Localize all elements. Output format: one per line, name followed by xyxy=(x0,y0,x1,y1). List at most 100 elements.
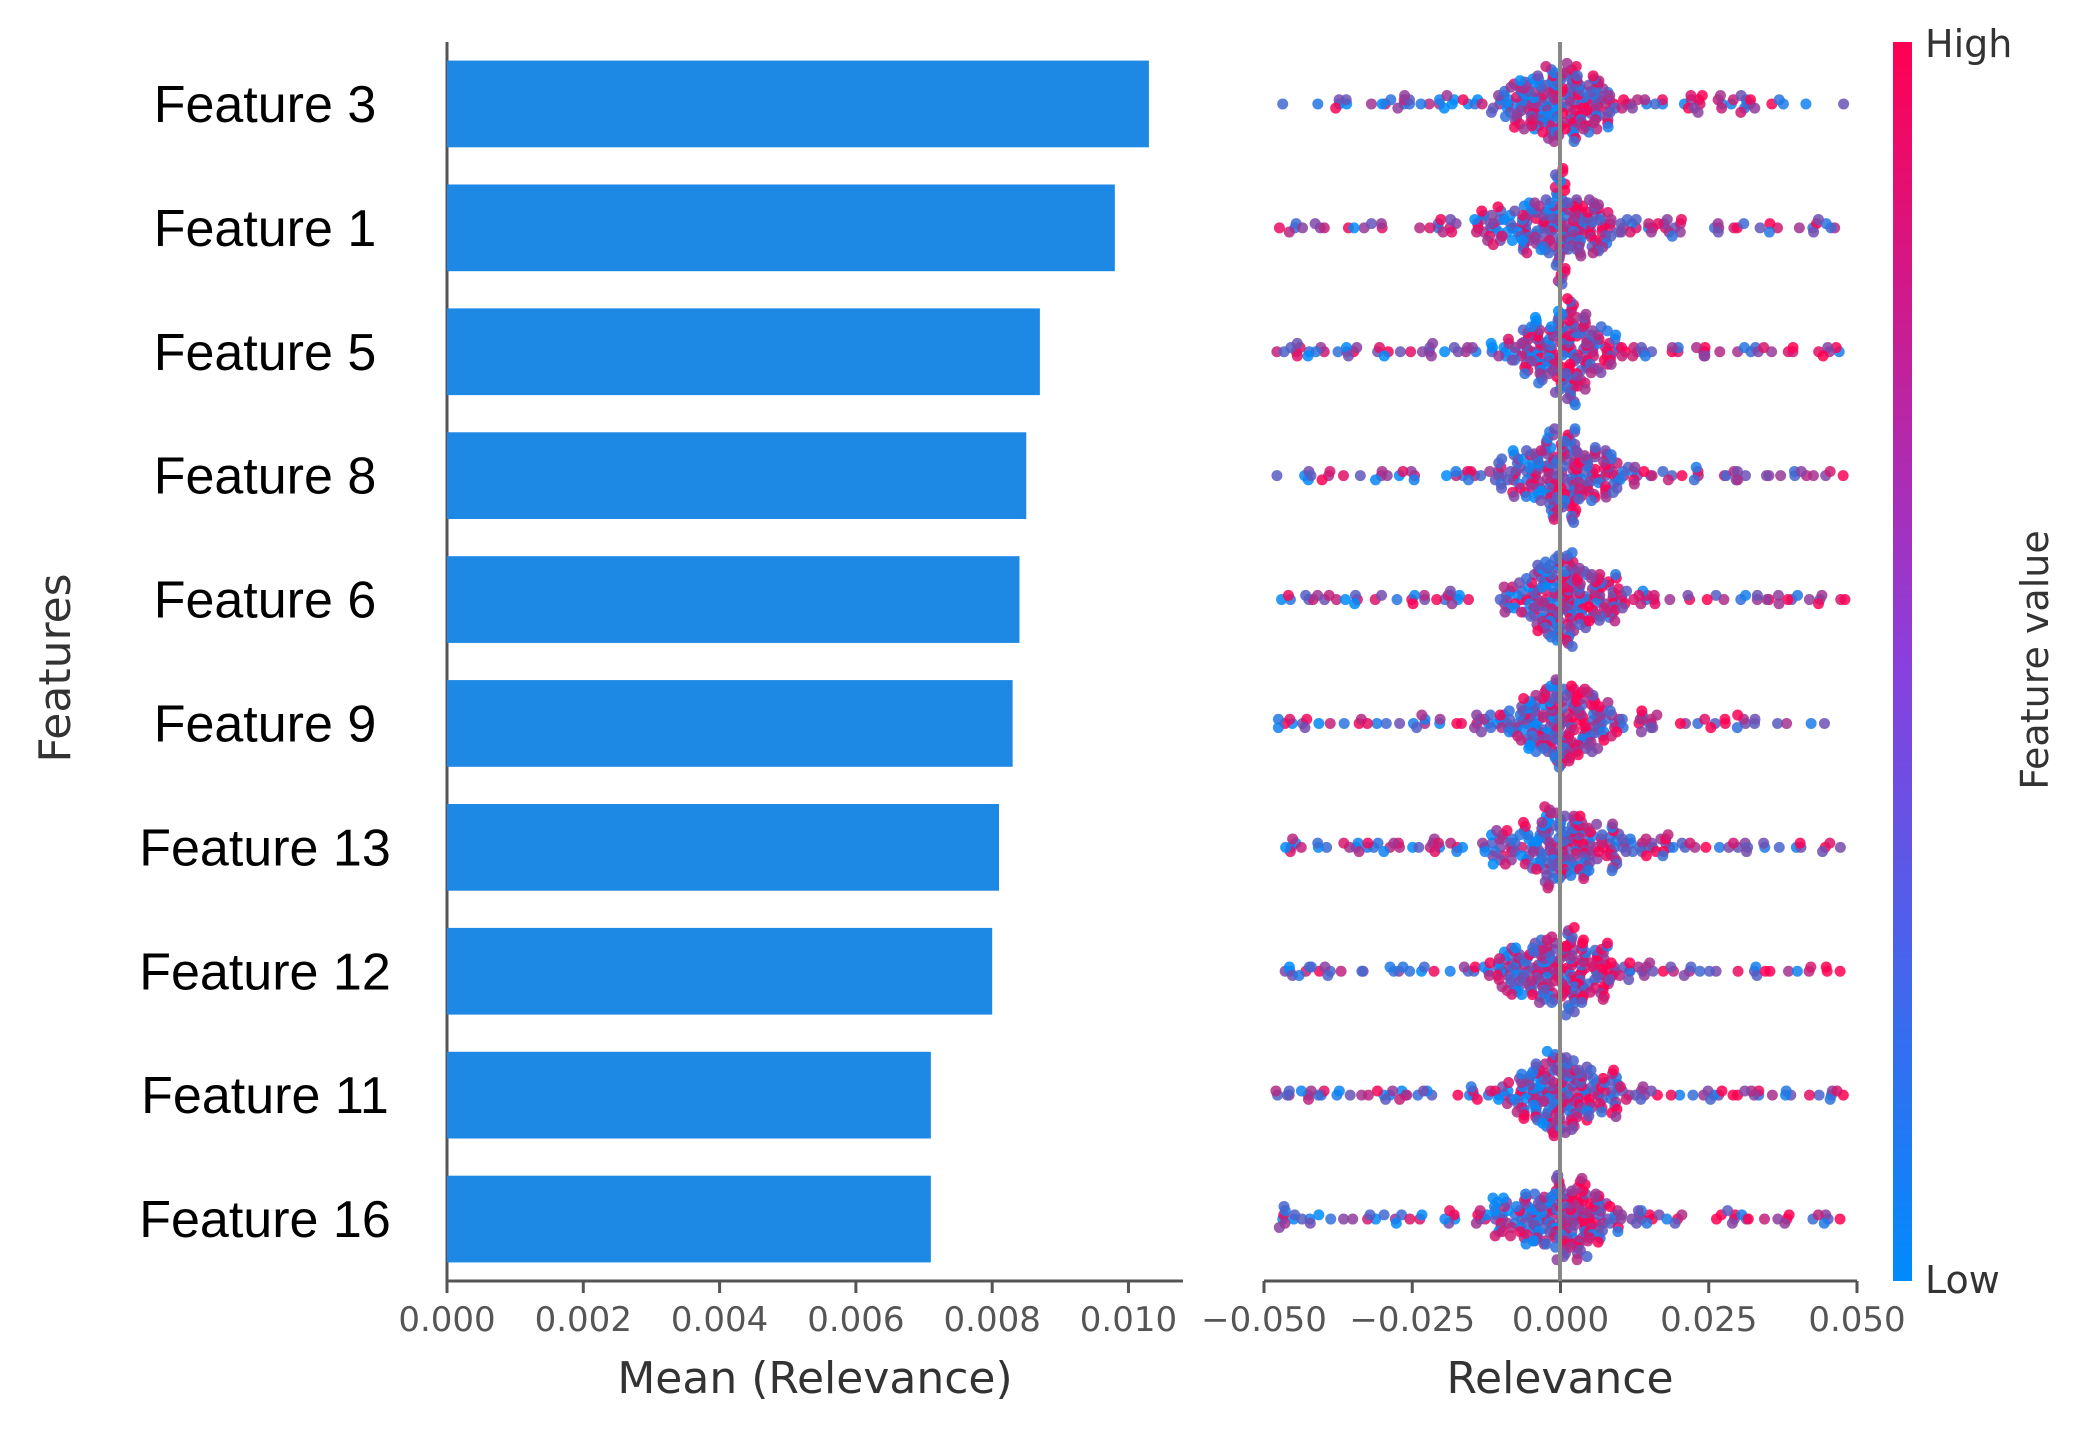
beeswarm-point xyxy=(1283,1085,1295,1097)
beeswarm-point xyxy=(1612,1226,1624,1238)
beeswarm-point xyxy=(1761,594,1773,606)
beeswarm-point xyxy=(1568,517,1580,529)
beeswarm-point xyxy=(1691,342,1703,354)
beeswarm-point xyxy=(1351,342,1363,354)
beeswarm-point xyxy=(1493,974,1505,986)
beeswarm-point xyxy=(1548,1130,1560,1142)
beeswarm-point xyxy=(1566,547,1578,559)
beeswarm-point xyxy=(1484,218,1496,230)
beeswarm-point xyxy=(1605,957,1617,969)
beeswarm-point xyxy=(1726,1217,1738,1229)
beeswarm-point xyxy=(1380,1093,1392,1105)
bar-x-tick-label: 0.004 xyxy=(671,1300,768,1340)
beeswarm-point xyxy=(1676,1209,1688,1221)
beeswarm-point xyxy=(1616,713,1628,725)
bar-x-tick-label: 0.010 xyxy=(1080,1300,1177,1340)
beeswarm-point xyxy=(1462,594,1474,606)
beeswarm-point xyxy=(1605,230,1617,242)
beeswarm-point xyxy=(1704,1093,1716,1105)
beeswarm-point xyxy=(1540,194,1552,206)
beeswarm-point xyxy=(1710,589,1722,601)
beeswarm-point xyxy=(1593,199,1605,211)
beeswarm-point xyxy=(1758,342,1770,354)
beeswarm-point xyxy=(1632,1205,1644,1217)
beeswarm-point xyxy=(1525,610,1537,622)
beeswarm-point xyxy=(1373,342,1385,354)
beeswarm-point xyxy=(1376,589,1388,601)
beeswarm-point xyxy=(1516,337,1528,349)
beeswarm-row-feature-9 xyxy=(1272,674,1830,773)
beeswarm-point xyxy=(1299,722,1311,734)
beeswarm-point xyxy=(1332,346,1344,358)
beeswarm-point xyxy=(1521,445,1533,457)
beeswarm-point xyxy=(1392,102,1404,114)
beeswarm-point xyxy=(1638,465,1650,477)
beeswarm-point xyxy=(1537,1117,1549,1129)
beeswarm-point xyxy=(1674,1089,1686,1101)
beeswarm-point xyxy=(1494,709,1506,721)
beeswarm-point xyxy=(1489,1085,1501,1097)
beeswarm-point xyxy=(1591,818,1603,830)
beeswarm-point xyxy=(1587,70,1599,82)
beeswarm-point xyxy=(1506,1221,1518,1233)
beeswarm-point xyxy=(1511,1106,1523,1118)
beeswarm-point xyxy=(1305,470,1317,482)
beeswarm-point xyxy=(1713,841,1725,853)
beeswarm-point xyxy=(1493,1093,1505,1105)
beeswarm-point xyxy=(1607,486,1619,498)
bar-feature-13 xyxy=(447,803,999,891)
beeswarm-point xyxy=(1439,346,1451,358)
beeswarm-point xyxy=(1664,594,1676,606)
beeswarm-point xyxy=(1759,965,1771,977)
beeswarm-point xyxy=(1427,337,1439,349)
beeswarm-point xyxy=(1587,325,1599,337)
beeswarm-point xyxy=(1498,581,1510,593)
beeswarm-point xyxy=(1631,94,1643,106)
beeswarm-point xyxy=(1701,594,1713,606)
beeswarm-point xyxy=(1630,1217,1642,1229)
beeswarm-point xyxy=(1507,445,1519,457)
beeswarm-point xyxy=(1448,342,1460,354)
beeswarm-point xyxy=(1593,614,1605,626)
beeswarm-point xyxy=(1462,342,1474,354)
beeswarm-point xyxy=(1433,837,1445,849)
beeswarm-point xyxy=(1340,94,1352,106)
beeswarm-point xyxy=(1636,705,1648,717)
beeswarm-point xyxy=(1509,205,1521,217)
beeswarm-point xyxy=(1506,354,1518,366)
bar-feature-1 xyxy=(447,184,1115,272)
beeswarm-point xyxy=(1808,226,1820,238)
beeswarm-point xyxy=(1595,367,1607,379)
beeswarm-point xyxy=(1652,218,1664,230)
beeswarm-point xyxy=(1657,850,1669,862)
beeswarm-point xyxy=(1561,293,1573,305)
beeswarm-point xyxy=(1579,383,1591,395)
beeswarm-point xyxy=(1690,461,1702,473)
beeswarm-point xyxy=(1350,589,1362,601)
beeswarm-point xyxy=(1277,98,1289,110)
beeswarm-point xyxy=(1616,833,1628,845)
feature-label-feature-11: Feature 11 xyxy=(141,1067,389,1125)
beeswarm-point xyxy=(1812,598,1824,610)
beeswarm-point xyxy=(1735,106,1747,118)
beeswarm-point xyxy=(1763,226,1775,238)
beeswarm-point xyxy=(1384,961,1396,973)
beeswarm-point xyxy=(1485,337,1497,349)
beeswarm-point xyxy=(1370,474,1382,486)
beeswarm-x-tick-label: 0.025 xyxy=(1660,1300,1757,1340)
beeswarm-point xyxy=(1795,465,1807,477)
beeswarm-point xyxy=(1424,222,1436,234)
beeswarm-point xyxy=(1644,957,1656,969)
beeswarm-point xyxy=(1457,94,1469,106)
beeswarm-point xyxy=(1783,965,1795,977)
beeswarm-point xyxy=(1620,846,1632,858)
beeswarm-point xyxy=(1712,226,1724,238)
beeswarm-point xyxy=(1604,705,1616,717)
beeswarm-point xyxy=(1616,102,1628,114)
beeswarm-point xyxy=(1446,226,1458,238)
beeswarm-point xyxy=(1455,717,1467,729)
beeswarm-point xyxy=(1593,701,1605,713)
beeswarm-point xyxy=(1805,961,1817,973)
beeswarm-point xyxy=(1405,465,1417,477)
beeswarm-point xyxy=(1719,713,1731,725)
